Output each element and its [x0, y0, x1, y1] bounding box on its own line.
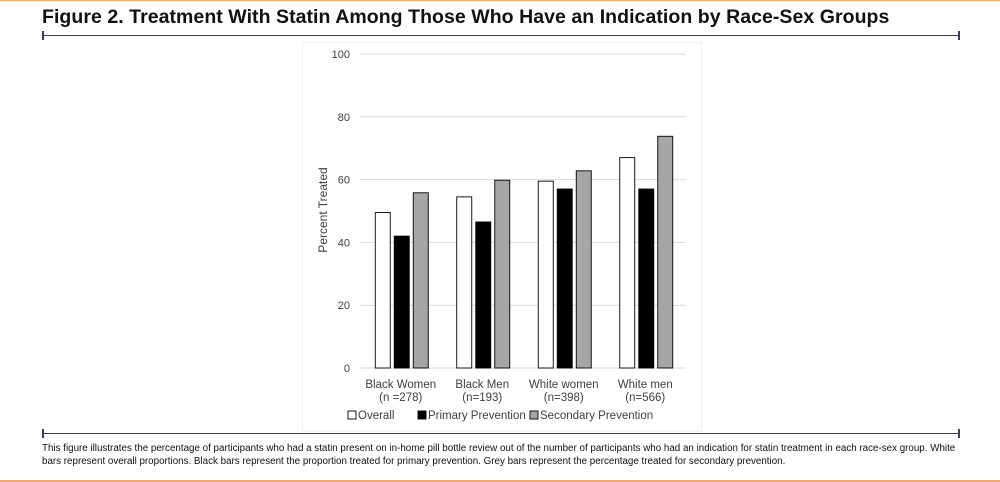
y-tick-label: 80 [338, 112, 350, 124]
divider-cap-right [958, 429, 960, 438]
legend-swatch-primary-prevention [417, 410, 427, 420]
figure-title: Figure 2. Treatment With Statin Among Th… [42, 6, 890, 28]
y-tick-label: 40 [338, 237, 350, 249]
x-axis-labels: Black Women(n =278) Black Men(n=193) White… [365, 379, 672, 404]
y-axis-ticks: 0 20 40 60 80 100 [332, 49, 350, 375]
legend-label: Primary Prevention [428, 410, 526, 422]
divider-cap-right [958, 31, 960, 40]
bar-secondary-prevention-2 [575, 170, 592, 369]
divider-cap-left [42, 429, 44, 438]
y-tick-label: 100 [332, 49, 350, 61]
x-category-sublabel: (n =278) [379, 392, 422, 404]
legend: Overall Primary Prevention Secondary Preve… [347, 410, 653, 422]
bars [374, 135, 674, 369]
divider-cap-left [42, 31, 44, 40]
x-category-label: Black Men [455, 379, 509, 391]
bar-primary-prevention-0 [393, 235, 410, 369]
y-axis-label: Percent Treated [316, 167, 330, 252]
bar-secondary-prevention-0 [412, 192, 429, 369]
caption-divider [42, 429, 960, 438]
y-tick-label: 0 [344, 363, 350, 375]
bar-overall-0 [374, 212, 391, 369]
y-tick-label: 20 [338, 300, 350, 312]
x-category-label: White women [529, 379, 599, 391]
x-category-label: White men [618, 379, 673, 391]
chart-canvas: 0 20 40 60 80 100 Black Women(n =278) Black Me… [302, 42, 702, 432]
bar-secondary-prevention-3 [657, 135, 674, 369]
title-divider [42, 31, 960, 40]
x-category-sublabel: (n=398) [544, 392, 584, 404]
top-accent-rule [0, 0, 1000, 1]
y-tick-label: 60 [338, 175, 350, 187]
bottom-accent-rule [0, 480, 1000, 482]
legend-swatch-secondary-prevention [529, 410, 539, 420]
legend-label: Overall [358, 410, 394, 422]
bar-overall-3 [619, 157, 636, 369]
bar-primary-prevention-1 [475, 221, 492, 369]
legend-label: Secondary Prevention [540, 410, 653, 422]
x-category-label: Black Women [365, 379, 436, 391]
bar-secondary-prevention-1 [494, 179, 511, 369]
x-category-sublabel: (n=193) [462, 392, 502, 404]
bar-primary-prevention-3 [638, 188, 655, 369]
legend-swatch-overall [347, 410, 357, 420]
x-category-sublabel: (n=566) [625, 392, 665, 404]
bar-overall-2 [537, 180, 554, 369]
bar-overall-1 [456, 196, 473, 369]
bar-primary-prevention-2 [556, 188, 573, 369]
figure-caption: This figure illustrates the percentage o… [42, 443, 956, 467]
bar-chart: 0 20 40 60 80 100 Black Women (n =278) Black Me… [302, 42, 702, 432]
